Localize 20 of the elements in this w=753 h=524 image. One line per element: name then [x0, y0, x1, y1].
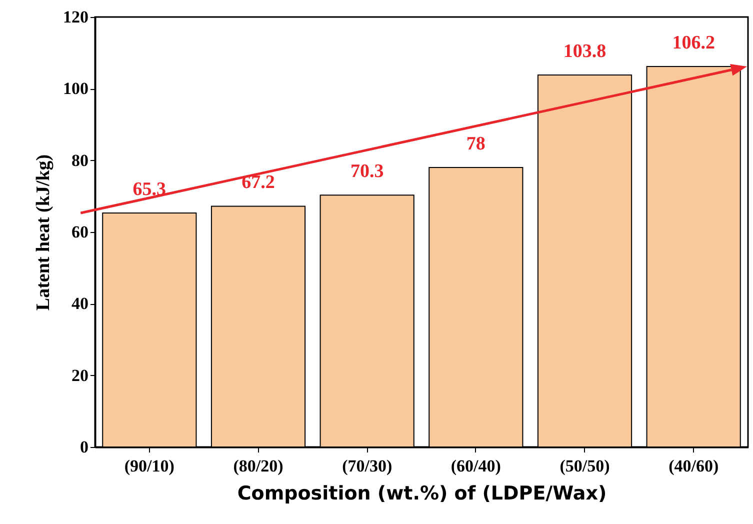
x-tick-label: (80/20): [233, 456, 284, 476]
x-tick-label: (40/60): [668, 456, 719, 476]
y-tick-label: 0: [80, 438, 88, 456]
y-tick-label: 100: [63, 79, 88, 98]
x-tick-label: (60/40): [450, 456, 501, 476]
y-tick-label: 120: [63, 8, 88, 26]
y-tick-label: 80: [72, 150, 88, 170]
x-axis-title: Composition (wt.%) of (LDPE/Wax): [237, 482, 607, 504]
x-tick-label: (50/50): [560, 456, 610, 476]
y-axis-title: Latent heat (kJ/kg): [33, 154, 54, 311]
data-label: 70.3: [350, 161, 384, 182]
data-label: 103.8: [563, 41, 606, 62]
x-tick-label: (70/30): [342, 456, 392, 476]
y-tick-label: 40: [72, 294, 88, 314]
data-label: 106.2: [672, 32, 715, 54]
y-tick-label: 20: [72, 366, 88, 385]
y-tick-label: 60: [72, 222, 88, 242]
data-label: 65.3: [132, 179, 166, 200]
x-tick-label: (90/10): [124, 456, 174, 476]
data-label: 78: [466, 134, 486, 154]
